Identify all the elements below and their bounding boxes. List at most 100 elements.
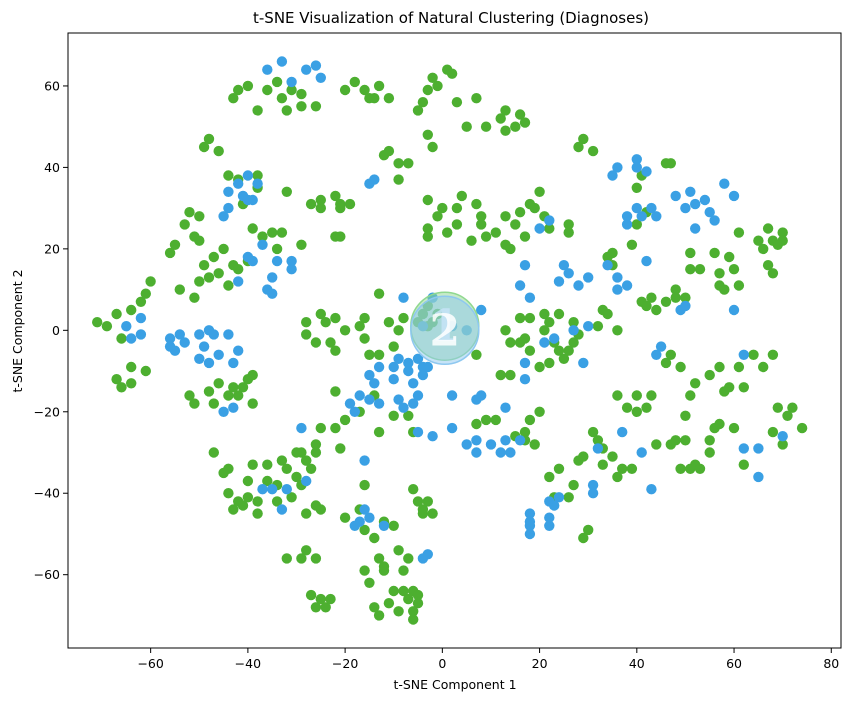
scatter-point: [602, 260, 613, 271]
scatter-point: [218, 243, 229, 255]
scatter-point: [291, 471, 302, 483]
scatter-point: [476, 211, 487, 222]
scatter-point: [213, 145, 224, 157]
scatter-point: [408, 606, 419, 617]
scatter-point: [330, 312, 341, 324]
scatter-point: [310, 337, 322, 348]
scatter-point: [179, 337, 190, 348]
y-axis-label: t-SNE Component 2: [10, 269, 25, 392]
scatter-point: [524, 345, 536, 356]
scatter-point: [417, 504, 429, 515]
scatter-point: [417, 369, 429, 381]
scatter-point: [544, 357, 555, 369]
scatter-point: [252, 496, 263, 507]
scatter-point: [213, 378, 224, 389]
scatter-point: [223, 186, 234, 197]
scatter-point: [184, 390, 195, 401]
scatter-point: [208, 329, 219, 340]
scatter-point: [553, 345, 565, 356]
x-axis-label: t-SNE Component 1: [393, 677, 516, 692]
scatter-point: [349, 520, 360, 531]
scatter-point: [359, 84, 370, 96]
scatter-point: [728, 304, 740, 316]
scatter-point: [135, 296, 147, 307]
scatter-point: [233, 264, 244, 275]
scatter-point: [767, 349, 779, 360]
scatter-point: [203, 357, 215, 369]
scatter-point: [174, 284, 185, 295]
scatter-point: [364, 349, 375, 360]
scatter-point: [383, 317, 395, 328]
scatter-point: [490, 414, 501, 426]
scatter-point: [393, 394, 404, 405]
scatter-point: [500, 105, 511, 116]
scatter-point: [544, 471, 555, 483]
scatter-point: [514, 435, 526, 446]
scatter-point: [198, 341, 210, 352]
scatter-point: [422, 194, 433, 206]
scatter-point: [519, 117, 531, 128]
scatter-point: [680, 410, 691, 421]
scatter-point: [412, 426, 424, 438]
scatter-point: [500, 125, 511, 136]
scatter-point: [194, 211, 205, 222]
scatter-point: [592, 435, 604, 446]
chart-title: t-SNE Visualization of Natural Clusterin…: [253, 9, 649, 27]
scatter-point: [573, 455, 584, 466]
scatter-point: [412, 353, 424, 364]
scatter-point: [636, 447, 647, 458]
y-tick-label: 60: [44, 78, 60, 93]
scatter-point: [325, 593, 336, 605]
scatter-point: [442, 227, 453, 238]
scatter-point: [126, 378, 137, 389]
scatter-point: [446, 422, 458, 434]
scatter-point: [286, 492, 297, 503]
scatter-point: [685, 390, 696, 401]
scatter-point: [339, 512, 351, 523]
x-tick-label: 0: [438, 656, 446, 671]
scatter-point: [378, 520, 390, 531]
scatter-point: [495, 113, 506, 124]
scatter-point: [281, 105, 292, 116]
scatter-point: [568, 317, 579, 328]
scatter-point: [276, 93, 288, 104]
scatter-point: [320, 602, 331, 613]
scatter-point: [587, 426, 599, 438]
scatter-point: [476, 390, 487, 401]
scatter-point: [281, 463, 292, 474]
scatter-point: [417, 97, 429, 108]
scatter-point: [544, 215, 555, 226]
scatter-point: [373, 610, 385, 621]
scatter-point: [534, 223, 545, 234]
scatter-point: [631, 162, 642, 173]
x-tick-label: −40: [235, 656, 261, 671]
scatter-point: [364, 577, 375, 588]
scatter-point: [301, 317, 312, 328]
scatter-point: [563, 345, 574, 356]
scatter-point: [281, 553, 292, 564]
scatter-point: [393, 158, 404, 169]
scatter-point: [403, 593, 414, 605]
scatter-point: [398, 585, 409, 597]
scatter-point: [514, 109, 526, 120]
scatter-point: [310, 602, 322, 613]
scatter-point: [471, 447, 482, 458]
scatter-point: [631, 182, 642, 193]
scatter-point: [476, 304, 487, 316]
scatter-point: [471, 418, 482, 430]
scatter-point: [451, 97, 463, 108]
scatter-point: [714, 418, 725, 430]
scatter-point: [228, 93, 239, 104]
scatter-point: [271, 243, 283, 255]
scatter-point: [398, 565, 409, 576]
scatter-point: [607, 451, 618, 462]
scatter-point: [787, 402, 798, 413]
scatter-point: [359, 455, 370, 466]
scatter-point: [422, 549, 433, 560]
scatter-point: [252, 178, 263, 189]
scatter-point: [544, 223, 555, 234]
scatter-point: [646, 292, 657, 303]
scatter-point: [617, 426, 628, 438]
scatter-point: [262, 84, 273, 96]
scatter-point: [252, 170, 263, 181]
